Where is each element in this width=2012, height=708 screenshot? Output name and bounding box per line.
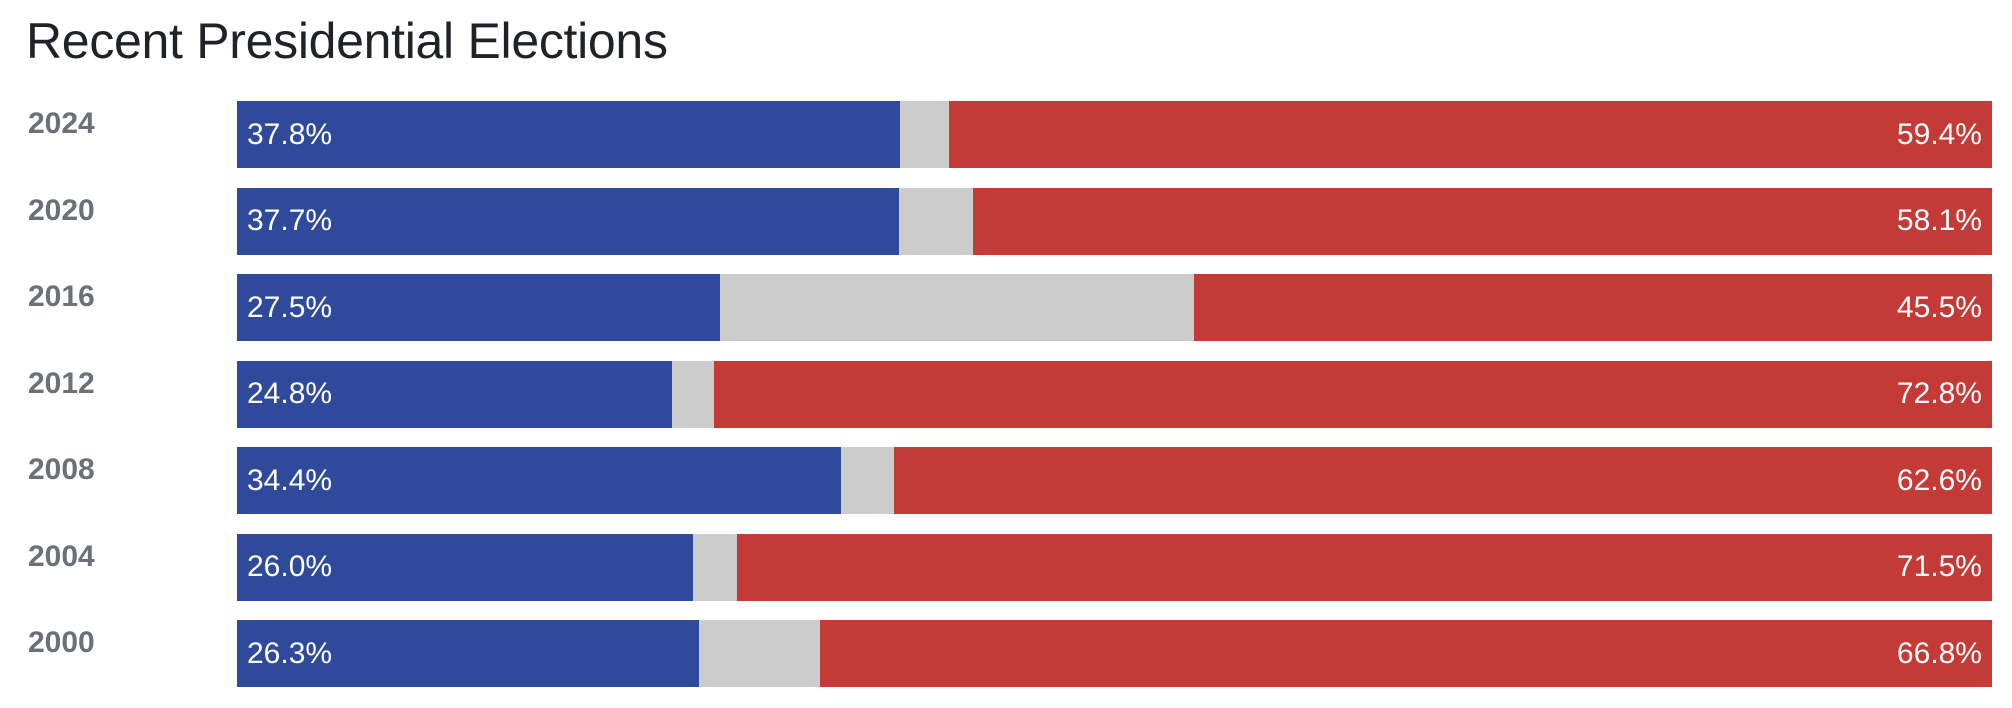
stacked-bar: 37.8% 59.4% bbox=[237, 101, 1992, 168]
other-segment bbox=[720, 274, 1194, 341]
republican-percent-label: 71.5% bbox=[1896, 550, 1982, 583]
republican-percent-label: 45.5% bbox=[1896, 290, 1982, 324]
other-segment bbox=[693, 533, 737, 601]
year-label: 2012 bbox=[28, 366, 95, 400]
republican-percent-label: 62.6% bbox=[1896, 463, 1982, 497]
other-segment bbox=[899, 187, 973, 255]
stacked-bar: 34.4% 62.6% bbox=[237, 447, 1992, 514]
election-row-2004: 2004 26.0% 71.5% bbox=[0, 533, 2012, 601]
election-row-2008: 2008 34.4% 62.6% bbox=[0, 447, 2012, 514]
stacked-bar: 27.5% 45.5% bbox=[237, 274, 1992, 341]
democrat-percent-label: 27.5% bbox=[247, 290, 333, 324]
democrat-percent-label: 26.0% bbox=[247, 550, 333, 583]
republican-percent-label: 59.4% bbox=[1896, 117, 1982, 151]
other-segment bbox=[841, 447, 894, 514]
stacked-bar: 26.3% 66.8% bbox=[237, 620, 1992, 687]
democrat-segment: 37.7% bbox=[237, 187, 899, 255]
democrat-segment: 26.0% bbox=[237, 533, 693, 601]
republican-segment: 66.8% bbox=[820, 620, 1992, 687]
stacked-bar: 24.8% 72.8% bbox=[237, 360, 1992, 428]
republican-segment: 58.1% bbox=[973, 187, 1992, 255]
election-row-2016: 2016 27.5% 45.5% bbox=[0, 274, 2012, 341]
republican-segment: 72.8% bbox=[714, 360, 1992, 428]
election-row-2012: 2012 24.8% 72.8% bbox=[0, 360, 2012, 428]
republican-segment: 59.4% bbox=[949, 101, 1992, 168]
stacked-bar: 26.0% 71.5% bbox=[237, 533, 1992, 601]
democrat-percent-label: 37.8% bbox=[247, 117, 333, 151]
republican-percent-label: 66.8% bbox=[1896, 636, 1982, 670]
election-row-2020: 2020 37.7% 58.1% bbox=[0, 187, 2012, 255]
year-label: 2000 bbox=[28, 626, 95, 659]
democrat-percent-label: 24.8% bbox=[247, 377, 333, 410]
other-segment bbox=[672, 360, 714, 428]
democrat-segment: 26.3% bbox=[237, 620, 699, 687]
democrat-percent-label: 37.7% bbox=[247, 204, 333, 237]
democrat-segment: 34.4% bbox=[237, 447, 841, 514]
republican-segment: 62.6% bbox=[894, 447, 1992, 514]
republican-segment: 45.5% bbox=[1194, 274, 1992, 341]
year-label: 2004 bbox=[28, 539, 95, 573]
democrat-segment: 24.8% bbox=[237, 360, 672, 428]
year-label: 2016 bbox=[28, 280, 95, 313]
democrat-percent-label: 26.3% bbox=[247, 636, 333, 670]
republican-segment: 71.5% bbox=[737, 533, 1992, 601]
democrat-segment: 37.8% bbox=[237, 101, 900, 168]
year-label: 2020 bbox=[28, 193, 95, 227]
republican-percent-label: 72.8% bbox=[1896, 377, 1982, 410]
stacked-bar: 37.7% 58.1% bbox=[237, 187, 1992, 255]
democrat-percent-label: 34.4% bbox=[247, 463, 333, 497]
chart-title: Recent Presidential Elections bbox=[26, 13, 668, 69]
election-row-2000: 2000 26.3% 66.8% bbox=[0, 620, 2012, 687]
democrat-segment: 27.5% bbox=[237, 274, 720, 341]
election-row-2024: 2024 37.8% 59.4% bbox=[0, 101, 2012, 168]
republican-percent-label: 58.1% bbox=[1896, 204, 1982, 237]
other-segment bbox=[900, 101, 949, 168]
other-segment bbox=[699, 620, 820, 687]
year-label: 2008 bbox=[28, 453, 95, 486]
year-label: 2024 bbox=[28, 107, 95, 140]
